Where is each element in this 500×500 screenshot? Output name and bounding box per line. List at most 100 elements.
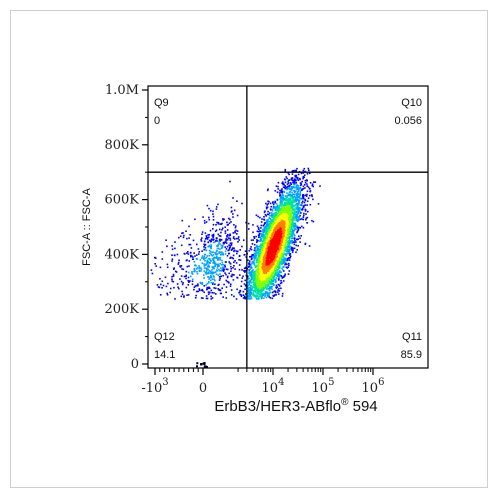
event-dot xyxy=(290,194,293,197)
event-dot xyxy=(285,227,288,230)
event-dot xyxy=(283,245,285,247)
event-dot xyxy=(296,194,299,197)
event-dot xyxy=(230,283,232,286)
event-dot xyxy=(264,239,267,242)
event-dot xyxy=(164,276,167,279)
event-dot xyxy=(269,256,271,259)
event-dot xyxy=(207,264,210,266)
event-dot xyxy=(280,279,282,282)
event-dot xyxy=(288,221,291,224)
event-dot xyxy=(284,243,287,245)
event-dot xyxy=(306,190,309,193)
event-dot xyxy=(284,217,286,220)
event-dot xyxy=(221,253,223,255)
event-dot xyxy=(278,236,280,239)
event-dot xyxy=(288,259,291,261)
event-dot xyxy=(293,196,295,198)
event-dot xyxy=(282,259,285,261)
event-dot xyxy=(286,206,288,209)
event-dot xyxy=(292,224,294,227)
event-dot xyxy=(257,252,260,254)
event-dot xyxy=(271,214,273,217)
event-dot xyxy=(276,232,279,234)
event-dot xyxy=(260,292,262,294)
event-dot xyxy=(287,252,289,254)
event-dot xyxy=(271,277,273,279)
event-dot xyxy=(295,211,298,213)
event-dot xyxy=(230,265,232,268)
event-dot xyxy=(230,242,233,244)
event-dot xyxy=(269,218,272,220)
event-dot xyxy=(218,265,220,267)
event-dot xyxy=(229,237,231,240)
event-dot xyxy=(185,277,187,280)
event-dot xyxy=(161,287,163,289)
event-dot xyxy=(240,294,243,296)
event-dot xyxy=(218,251,220,253)
event-dot xyxy=(260,258,263,261)
event-dot xyxy=(264,275,267,278)
event-dot xyxy=(225,291,227,294)
event-dot xyxy=(280,251,282,254)
event-dot xyxy=(263,274,266,276)
event-dot xyxy=(265,252,267,254)
event-dot xyxy=(203,240,206,243)
event-dot xyxy=(252,231,254,234)
event-dot xyxy=(286,199,288,202)
event-dot xyxy=(217,221,220,224)
event-dot xyxy=(268,292,270,294)
event-dot xyxy=(271,237,273,239)
event-dot xyxy=(264,294,267,296)
event-dot xyxy=(256,283,258,286)
event-dot xyxy=(278,229,280,232)
event-dot xyxy=(271,228,273,231)
event-dot xyxy=(198,265,200,267)
event-dot xyxy=(220,251,222,254)
event-dot xyxy=(222,242,225,244)
event-dot xyxy=(258,250,261,253)
event-dot xyxy=(255,261,258,264)
event-dot xyxy=(209,262,211,264)
event-dot xyxy=(228,234,230,237)
event-dot xyxy=(225,238,228,240)
event-dot xyxy=(213,292,215,294)
event-dot xyxy=(267,219,269,221)
event-dot xyxy=(252,294,254,297)
event-dot xyxy=(261,282,263,285)
event-dot xyxy=(257,260,260,262)
event-dot xyxy=(209,287,211,290)
event-dot xyxy=(279,236,282,239)
event-dot xyxy=(288,220,291,222)
event-dot xyxy=(249,291,252,293)
event-dot xyxy=(257,283,259,285)
event-dot xyxy=(221,222,223,225)
event-dot xyxy=(212,275,215,277)
event-dot xyxy=(207,262,209,264)
event-dot xyxy=(272,239,274,241)
event-dot xyxy=(240,295,243,297)
event-dot xyxy=(286,177,288,180)
event-dot xyxy=(285,240,288,242)
event-dot xyxy=(203,366,206,368)
event-dot xyxy=(254,264,256,266)
event-dot xyxy=(259,289,262,291)
event-dot xyxy=(277,243,280,246)
event-dot xyxy=(215,206,218,208)
event-dot xyxy=(286,253,288,255)
event-dot xyxy=(231,210,233,212)
event-dot xyxy=(273,221,275,224)
event-dot xyxy=(269,231,272,233)
event-dot xyxy=(302,194,304,196)
event-dot xyxy=(232,237,235,239)
event-dot xyxy=(159,278,161,280)
event-dot xyxy=(211,273,214,275)
event-dot xyxy=(292,231,294,233)
event-dot xyxy=(280,243,282,246)
event-dot xyxy=(299,207,301,209)
event-dot xyxy=(244,284,247,287)
event-dot xyxy=(285,254,288,257)
event-dot xyxy=(213,278,215,281)
event-dot xyxy=(264,237,266,239)
event-dot xyxy=(280,215,282,217)
event-dot xyxy=(201,250,203,252)
